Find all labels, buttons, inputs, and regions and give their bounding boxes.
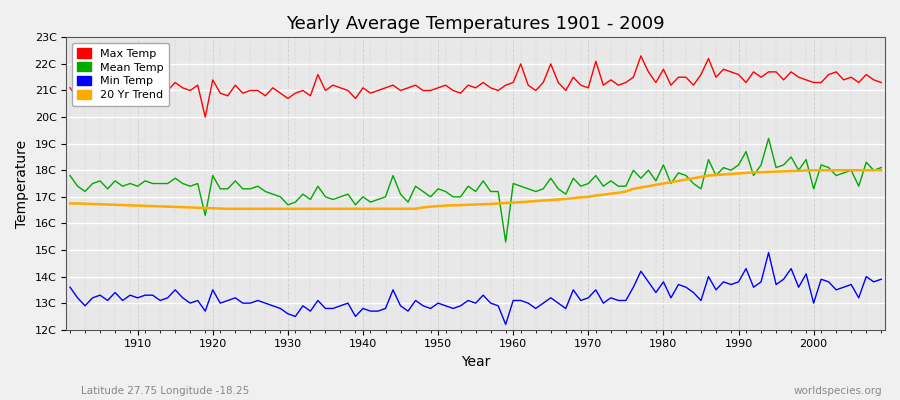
Text: Latitude 27.75 Longitude -18.25: Latitude 27.75 Longitude -18.25	[81, 386, 249, 396]
Legend: Max Temp, Mean Temp, Min Temp, 20 Yr Trend: Max Temp, Mean Temp, Min Temp, 20 Yr Tre…	[72, 43, 169, 106]
Title: Yearly Average Temperatures 1901 - 2009: Yearly Average Temperatures 1901 - 2009	[286, 15, 665, 33]
Y-axis label: Temperature: Temperature	[15, 140, 29, 228]
X-axis label: Year: Year	[461, 355, 491, 369]
Text: worldspecies.org: worldspecies.org	[794, 386, 882, 396]
